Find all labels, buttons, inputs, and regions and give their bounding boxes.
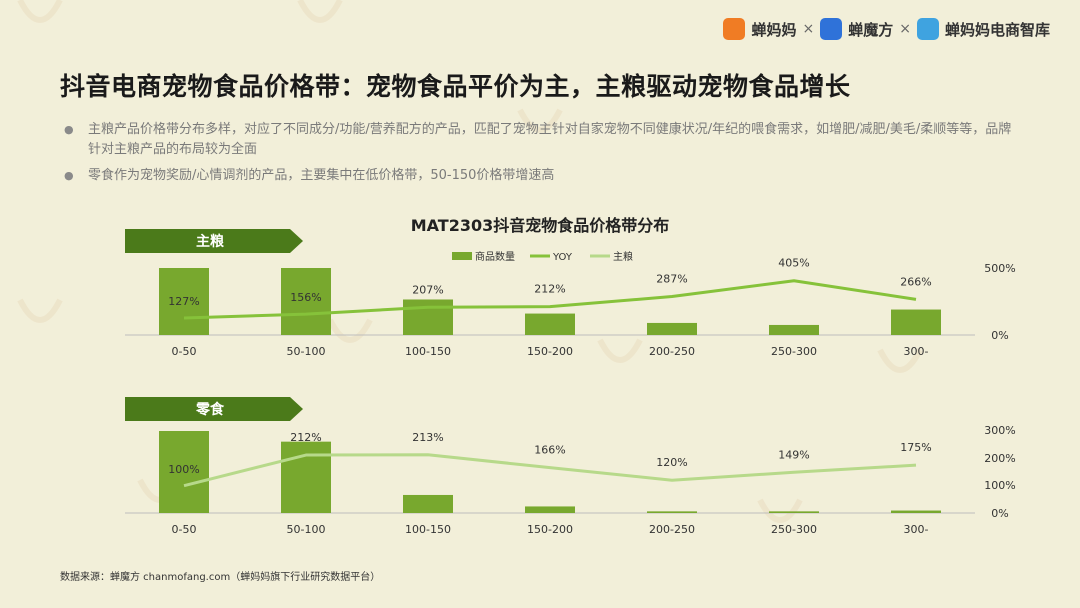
- yoy-line: [183, 453, 917, 488]
- right-axis-tick-label: 100%: [984, 479, 1015, 492]
- category-tick-label: 100-150: [405, 523, 451, 536]
- category-tick-label: 0-50: [172, 345, 197, 358]
- category-tick-label: 300-: [904, 523, 929, 536]
- data-label: 149%: [778, 448, 809, 461]
- right-axis-tick-label: 500%: [984, 262, 1015, 275]
- bar: [525, 506, 575, 513]
- bar: [891, 309, 941, 335]
- legend-label: YOY: [552, 252, 573, 263]
- bar: [769, 324, 819, 335]
- data-label: 100%: [168, 463, 199, 476]
- bar: [281, 268, 331, 335]
- category-tick-label: 200-250: [649, 345, 695, 358]
- bullet-list: 主粮产品价格带分布多样，对应了不同成分/功能/营养配方的产品，匹配了宠物主针对自…: [60, 120, 1020, 192]
- legend-label: 商品数量: [475, 250, 515, 263]
- data-label: 212%: [534, 283, 565, 296]
- right-axis-tick-label: 0%: [991, 507, 1008, 520]
- data-label: 120%: [656, 456, 687, 469]
- bar: [647, 322, 697, 335]
- category-tick-label: 50-100: [287, 523, 326, 536]
- bar: [159, 431, 209, 513]
- data-source: 数据来源：蝉魔方 chanmofang.com（蝉妈妈旗下行业研究数据平台）: [60, 572, 381, 583]
- category-tick-label: 250-300: [771, 523, 817, 536]
- chanmofang-logo-icon: [820, 18, 843, 40]
- brand-separator: ×: [899, 21, 911, 37]
- right-axis-tick-label: 200%: [984, 452, 1015, 465]
- data-label: 213%: [412, 431, 443, 444]
- panel-tag: [125, 397, 303, 421]
- category-tick-label: 250-300: [771, 345, 817, 358]
- category-tick-label: 150-200: [527, 523, 573, 536]
- bullet-item: 主粮产品价格带分布多样，对应了不同成分/功能/营养配方的产品，匹配了宠物主针对自…: [60, 120, 1020, 160]
- bar: [525, 313, 575, 335]
- page-title: 抖音电商宠物食品价格带：宠物食品平价为主，主粮驱动宠物食品增长: [60, 72, 851, 101]
- category-tick-label: 0-50: [172, 523, 197, 536]
- category-tick-label: 150-200: [527, 345, 573, 358]
- data-label: 266%: [900, 275, 931, 288]
- data-label: 207%: [412, 283, 443, 296]
- panel-tag-label: 主粮: [196, 233, 225, 250]
- category-tick-label: 100-150: [405, 345, 451, 358]
- data-label: 212%: [290, 431, 321, 444]
- category-tick-label: 300-: [904, 345, 929, 358]
- data-label: 156%: [290, 291, 321, 304]
- category-tick-label: 50-100: [287, 345, 326, 358]
- data-label: 127%: [168, 295, 199, 308]
- brand-bar: 蝉妈妈 × 蝉魔方 × 蝉妈妈电商智库: [723, 18, 1050, 40]
- bar: [403, 299, 453, 335]
- panel-tag: [125, 229, 303, 253]
- data-label: 405%: [778, 257, 809, 270]
- legend-swatch-bar: [452, 252, 472, 260]
- brand-zhiku: 蝉妈妈电商智库: [944, 20, 1050, 39]
- yoy-line: [183, 279, 917, 320]
- legend-label: 主粮: [613, 250, 633, 263]
- panel-tag-label: 零食: [195, 401, 225, 418]
- brand-chanmama: 蝉妈妈: [751, 20, 797, 39]
- bar: [769, 511, 819, 513]
- bar: [281, 441, 331, 513]
- chart-title: MAT2303抖音宠物食品价格带分布: [410, 216, 670, 235]
- bar: [647, 511, 697, 513]
- data-label: 166%: [534, 444, 565, 457]
- data-label: 175%: [900, 441, 931, 454]
- category-tick-label: 200-250: [649, 523, 695, 536]
- bar: [403, 494, 453, 513]
- right-axis-tick-label: 0%: [991, 329, 1008, 342]
- brand-separator: ×: [802, 21, 815, 37]
- data-label: 287%: [656, 273, 687, 286]
- bar: [159, 268, 209, 335]
- bar: [891, 510, 941, 513]
- right-axis-tick-label: 300%: [984, 424, 1015, 437]
- zhiku-logo-icon: [916, 18, 939, 40]
- brand-chanmofang: 蝉魔方: [848, 20, 894, 39]
- chanmama-logo-icon: [723, 18, 746, 40]
- bullet-item: 零食作为宠物奖励/心情调剂的产品，主要集中在低价格带，50-150价格带增速高: [60, 166, 1020, 186]
